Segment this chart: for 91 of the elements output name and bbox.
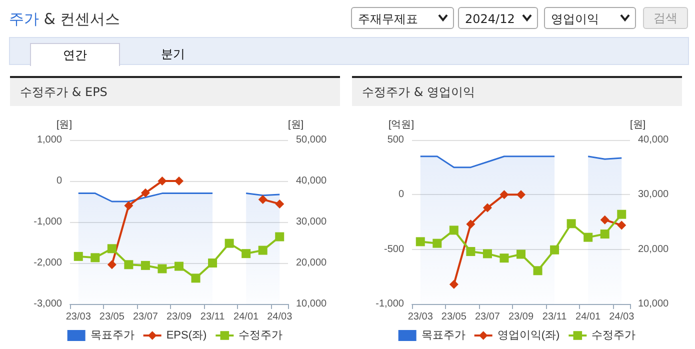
point [224,238,234,248]
x-tick-label: 23/05 [99,312,125,322]
y-axis-title: [억원] [388,120,414,130]
point [482,249,492,258]
x-tick-label: 23/09 [508,312,534,322]
y-tick-label: -500 [384,244,404,255]
point [617,210,626,219]
y2-axis-title: [원] [630,120,646,130]
point [140,188,150,198]
legend-label: 수정주가 [238,330,283,342]
point [466,247,476,256]
point [124,260,134,270]
x-tick-label: 23/03 [66,312,92,322]
point [74,252,83,261]
point [174,262,184,271]
x-tick-label: 24/01 [576,312,602,322]
point [617,220,626,230]
x-tick-label: 23/11 [542,312,568,322]
point [550,245,560,254]
point [124,201,134,210]
point [140,260,150,270]
text: 검색 [643,7,688,29]
point [275,199,284,208]
chart-title: 수정주가 & EPS [10,78,340,106]
point [500,254,509,263]
point [258,194,268,204]
legend-label: 영업이익(좌) [497,330,560,342]
y2-tick-label: 20,000 [296,258,328,268]
text: 주가 & 컨센서스 [9,10,120,29]
point [107,260,116,270]
x-tick-label: 23/07 [474,312,500,322]
point [500,190,509,200]
x-tick-label: 24/01 [234,312,260,322]
x-tick-label: 23/07 [132,312,158,322]
y2-tick-label: 40,000 [296,176,328,186]
y-tick-label: -1,000 [34,216,62,228]
point [191,274,200,283]
legend-label: 수정주가 [592,330,636,342]
point [449,280,458,289]
point [584,232,593,242]
y-axis-title: [원] [56,120,72,130]
point [432,238,442,248]
legend-label: EPS(좌) [166,330,207,342]
y2-tick-label: 10,000 [296,298,328,310]
x-tick-label: 24/03 [267,312,293,322]
point [275,232,284,242]
legend-label: 목표주가 [90,330,134,342]
point [600,230,610,239]
x-tick-label: 23/09 [166,312,192,322]
text: 분기 [160,46,186,63]
point [242,249,251,258]
x-tick-label: 23/11 [200,312,226,322]
y2-tick-label: 30,000 [296,216,328,228]
x-tick-label: 24/03 [609,312,635,322]
y-tick-label: -2,000 [34,258,62,268]
point [466,220,476,229]
point [533,266,542,276]
y-tick-label: 0 [398,189,404,200]
point [516,190,526,200]
point [158,176,167,186]
y2-tick-label: 20,000 [638,244,670,255]
text: 영업이익 [544,7,636,29]
y-tick-label: -3,000 [34,298,62,310]
point [566,219,576,228]
y-tick-label: 1,000 [36,134,62,146]
y2-tick-label: 10,000 [638,298,670,310]
point [174,176,184,186]
point [482,203,492,212]
point [158,264,167,274]
text: 연간 [30,43,120,66]
y2-tick-label: 40,000 [638,134,670,146]
y2-tick-label: 30,000 [638,189,670,200]
point [208,258,218,268]
point [90,253,100,262]
point [449,226,458,235]
text: 2024/12 [458,7,538,29]
y-tick-label: -1,000 [376,298,404,310]
text: 주재무제표 [351,7,454,29]
point [107,244,116,254]
point [416,237,425,246]
y2-axis-title: [원] [288,120,304,130]
x-tick-label: 23/05 [441,312,467,322]
point [258,246,268,255]
x-tick-label: 23/03 [408,312,434,322]
legend-label: 목표주가 [421,330,466,342]
chart-title: 수정주가 & 영업이익 [352,78,682,106]
y-tick-label: 0 [56,176,62,186]
y2-tick-label: 50,000 [296,134,328,146]
point [516,250,526,259]
y-tick-label: 500 [387,134,404,146]
point [600,215,610,224]
